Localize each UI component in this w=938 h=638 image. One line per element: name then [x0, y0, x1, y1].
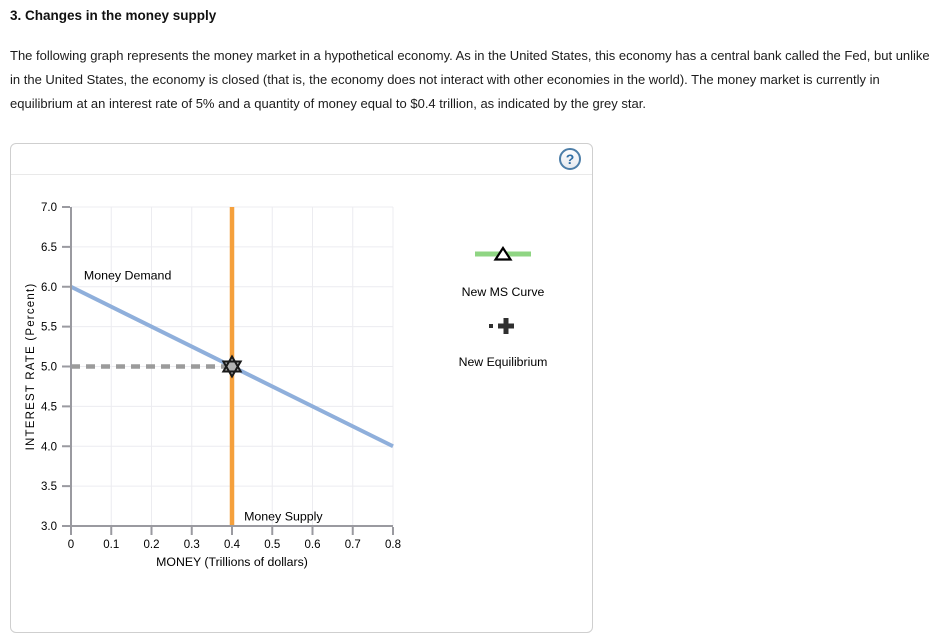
- curve-label: Money Supply: [244, 509, 323, 523]
- legend-new-equilibrium[interactable]: [443, 316, 563, 341]
- x-axis-title: MONEY (Trillions of dollars): [156, 555, 308, 569]
- curve-label: Money Demand: [84, 269, 172, 283]
- y-axis-title: INTEREST RATE (Percent): [25, 283, 37, 451]
- question-text: The following graph represents the money…: [10, 48, 930, 111]
- new-ms-curve-icon[interactable]: [474, 246, 532, 262]
- x-tick-label: 0.4: [224, 539, 241, 551]
- x-tick-label: 0.5: [264, 539, 280, 551]
- y-tick-label: 6.0: [41, 282, 57, 294]
- x-tick-label: 0.6: [305, 539, 321, 551]
- money-market-chart: 3.0 3.5 4.0 4.5 5.0 5.5 6.0 6.5 7.0 0 0.1 0.2 0.3 0.4…: [25, 202, 401, 569]
- legend-new-ms-curve[interactable]: [443, 246, 563, 267]
- legend-new-ms-curve-label: New MS Curve: [461, 285, 545, 299]
- help-icon[interactable]: ?: [559, 148, 581, 170]
- y-tick-label: 7.0: [41, 202, 57, 214]
- y-tick-label: 3.5: [41, 481, 57, 493]
- x-tick-label: 0.7: [345, 539, 361, 551]
- x-tick-label: 0.3: [184, 539, 200, 551]
- plus-grip-icon: [489, 318, 514, 334]
- new-equilibrium-icon[interactable]: [489, 316, 517, 336]
- x-tick-label: 0.8: [385, 539, 401, 551]
- y-tick-label: 4.5: [41, 401, 57, 413]
- graph-panel: ? 3.0 3.5 4.0 4.5 5.0 5.5 6.0 6.5 7.0 0 0.1 0.2 0.3 0…: [10, 143, 593, 633]
- triangle-marker-icon: [493, 246, 513, 261]
- x-tick-label: 0: [68, 539, 74, 551]
- y-tick-label: 5.0: [41, 362, 57, 374]
- y-tick-label: 3.0: [41, 521, 57, 533]
- y-tick-label: 4.0: [41, 441, 57, 453]
- graph-panel-header: ?: [11, 144, 592, 175]
- y-tick-label: 6.5: [41, 242, 57, 254]
- x-tick-label: 0.2: [144, 539, 160, 551]
- question-title: 3. Changes in the money supply: [10, 8, 217, 23]
- x-tick-label: 0.1: [103, 539, 119, 551]
- y-tick-label: 5.5: [41, 322, 57, 334]
- equilibrium-star: [221, 354, 243, 379]
- legend-new-equilibrium-label: New Equilibrium: [458, 355, 548, 369]
